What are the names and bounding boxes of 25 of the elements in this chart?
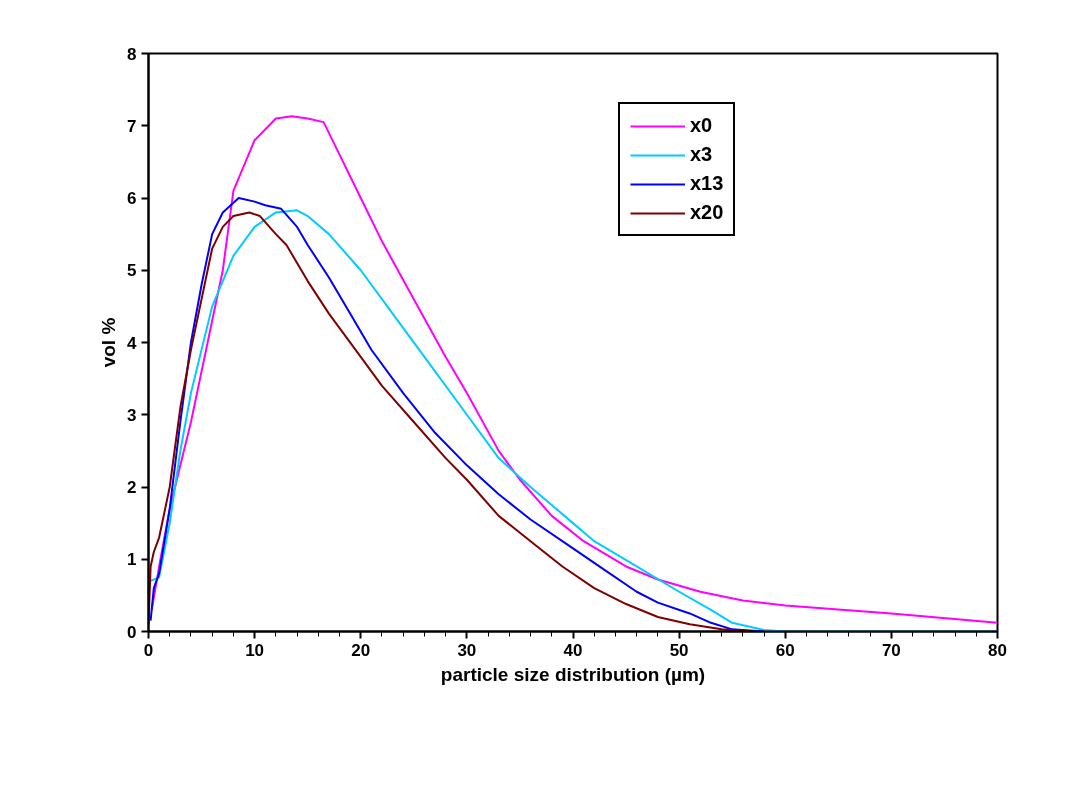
y-tick-label: 1 [127, 550, 137, 570]
x-tick-label: 40 [563, 640, 583, 660]
x-tick-label: 30 [457, 640, 477, 660]
y-tick-label: 0 [127, 622, 137, 642]
y-tick-label: 7 [127, 116, 137, 136]
y-tick-label: 4 [127, 333, 138, 353]
line-series [150, 115, 998, 624]
x-axis-title: particle size distribution (µm) [440, 663, 706, 685]
y-tick-label: 6 [127, 189, 137, 208]
x-tick-label: 20 [351, 640, 371, 660]
legend-label: x13 [690, 172, 724, 195]
x-tick-label: 0 [143, 640, 154, 660]
legend-label: x0 [690, 114, 713, 137]
y-tick-label: 5 [127, 261, 137, 281]
legend-label: x20 [690, 201, 724, 224]
x-tick-label: 70 [881, 640, 901, 660]
legend-label: x3 [690, 143, 713, 166]
x-tick-label: 60 [775, 640, 795, 660]
x-tick-label: 50 [669, 640, 689, 660]
y-tick-label: 8 [127, 44, 137, 64]
y-tick-label: 2 [127, 478, 137, 497]
y-tick-label: 3 [127, 405, 137, 425]
x-tick-label: 10 [245, 640, 265, 660]
x-tick-label: 80 [988, 640, 1007, 660]
y-axis-title: vol % [98, 317, 120, 368]
